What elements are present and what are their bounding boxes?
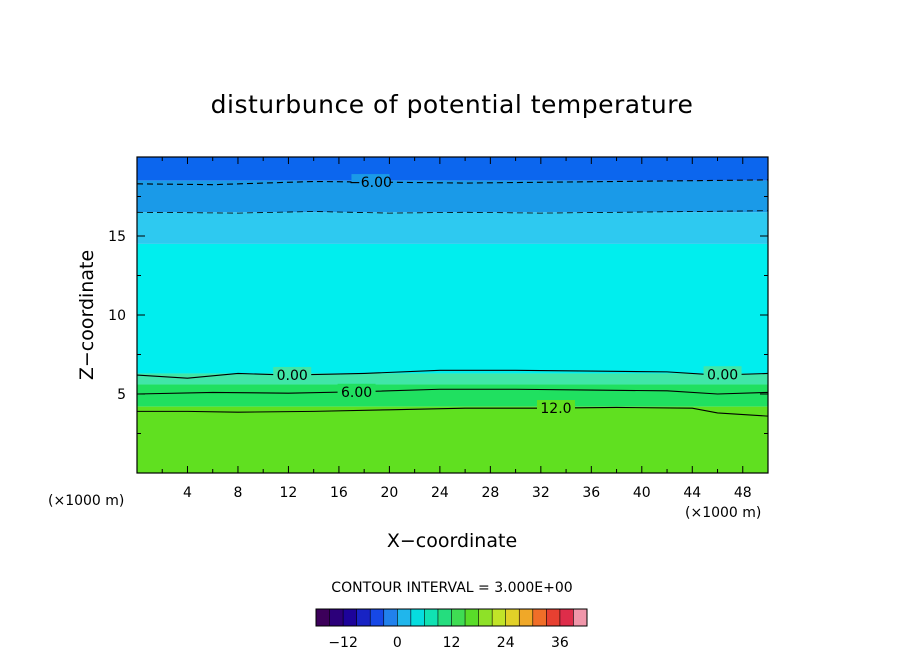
contour-interval-text: CONTOUR INTERVAL = 3.000E+00: [331, 580, 572, 596]
contour-label-bg: [536, 400, 575, 417]
colorbar-cell: [424, 609, 439, 626]
colorbar-cell: [492, 609, 506, 626]
x-tick-label: 16: [330, 485, 348, 501]
plot-area: [137, 157, 768, 473]
colorbar-cell: [478, 609, 493, 626]
colorbar-cell: [370, 609, 385, 626]
contour-band: [137, 157, 768, 181]
contour-band: [137, 212, 768, 244]
x-unit-left: (×1000 m): [48, 493, 124, 509]
x-tick-label: 20: [380, 485, 398, 501]
contour-band: [137, 180, 768, 213]
contour-band: [137, 373, 768, 385]
colorbar-tick-label: 36: [551, 635, 569, 651]
colorbar-tick-label: −12: [328, 635, 358, 651]
y-tick-label: 10: [108, 308, 126, 324]
colorbar-cell: [356, 609, 371, 626]
colorbar-ticks: −12 0 12 24 36: [328, 635, 569, 651]
x-tick-label: 24: [431, 485, 449, 501]
x-tick-label: 28: [481, 485, 499, 501]
x-tick-label: 4: [183, 485, 192, 501]
contour-label: −6.00: [349, 175, 392, 191]
colorbar-cell: [343, 609, 357, 626]
colorbar-cell: [519, 609, 534, 626]
colorbar-cell: [465, 609, 479, 626]
colorbar-cell: [397, 609, 412, 626]
contour-label-bg: [273, 366, 312, 383]
y-tick-label: 15: [108, 229, 126, 245]
contour-label: 0.00: [277, 368, 308, 384]
contour-label: 12.0: [540, 401, 571, 417]
contour-line: [137, 369, 768, 379]
x-tick-label: 8: [233, 485, 242, 501]
colorbar-tick-label: 12: [443, 635, 461, 651]
x-tick-label: 36: [582, 485, 600, 501]
colorbar-cell: [532, 609, 547, 626]
colorbar-cell: [559, 609, 574, 626]
y-axis-label: Z−coordinate: [76, 250, 98, 380]
colorbar-cell: [505, 609, 520, 626]
contour-band: [137, 384, 768, 407]
colorbar-cell: [329, 609, 344, 626]
filled-contours: [137, 157, 768, 473]
colorbar-cell: [451, 609, 466, 626]
colorbar-tick-label: 24: [497, 635, 515, 651]
contour-band: [137, 243, 768, 374]
colorbar-tick-label: 0: [393, 635, 402, 651]
x-tick-label: 44: [683, 485, 701, 501]
y-tick-label: 5: [117, 387, 126, 403]
colorbar-frame: [315, 608, 588, 627]
colorbar: [315, 608, 588, 627]
x-unit-right: (×1000 m): [685, 505, 761, 521]
chart-title: disturbunce of potential temperature: [211, 90, 694, 119]
contour-line: [137, 179, 768, 186]
colorbar-cell: [573, 609, 588, 626]
x-axis-label: X−coordinate: [387, 530, 517, 552]
contour-label-bg: [351, 174, 390, 191]
contour-line: [137, 210, 768, 214]
x-axis-ticks: 4 8 12 16 20 24 28 32 36 40 44 48: [161, 157, 752, 501]
colorbar-cell: [437, 609, 452, 626]
contour-labels: −6.00 0.00 6.00 12.0 0.00: [273, 174, 742, 417]
contour-label: 0.00: [707, 367, 738, 383]
colorbar-cell: [316, 609, 330, 626]
colorbar-cell: [546, 609, 561, 626]
contour-lines: [137, 179, 768, 417]
colorbar-cell: [410, 609, 425, 626]
contour-label-bg: [703, 366, 742, 383]
contour-band: [137, 406, 768, 473]
x-tick-label: 32: [532, 485, 550, 501]
x-tick-label: 12: [280, 485, 298, 501]
colorbar-cell: [383, 609, 398, 626]
contour-label-bg: [337, 383, 376, 400]
contour-label: 6.00: [341, 385, 372, 401]
y-axis-ticks: 5 10 15: [108, 196, 768, 434]
x-tick-label: 40: [633, 485, 651, 501]
contour-line: [137, 388, 768, 395]
x-tick-label: 48: [734, 485, 752, 501]
contour-line: [137, 406, 768, 417]
